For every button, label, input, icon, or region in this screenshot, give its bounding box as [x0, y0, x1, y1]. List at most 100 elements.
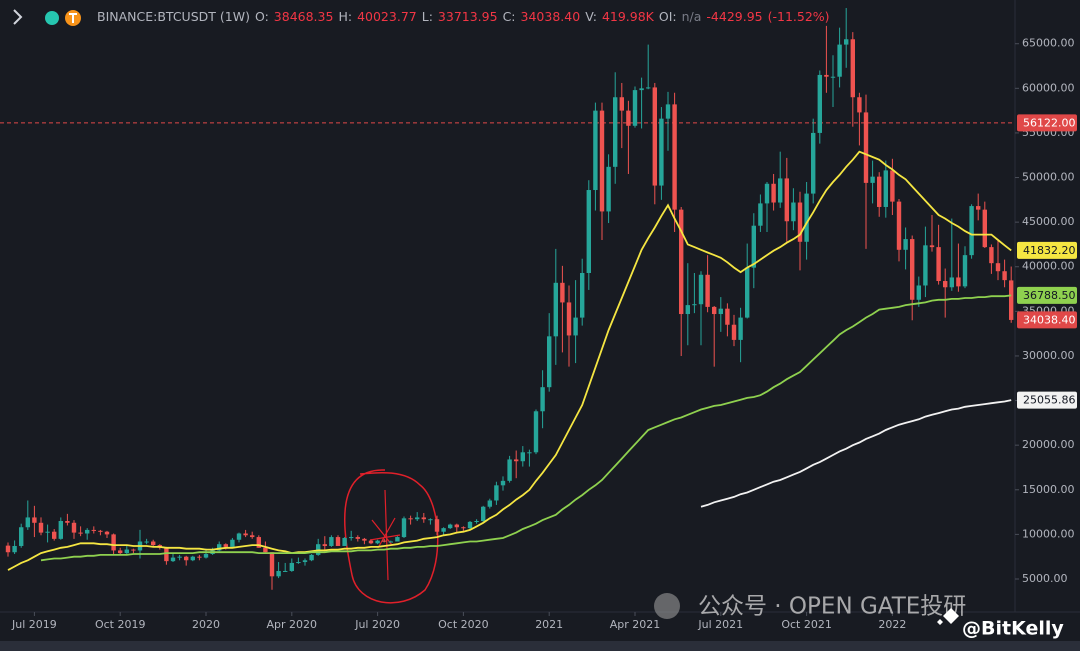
candle-body	[1002, 271, 1007, 281]
candle-body	[764, 183, 770, 204]
candle-body	[124, 549, 129, 554]
candle-body	[415, 517, 420, 520]
price-badge-label: 36788.50	[1023, 289, 1076, 302]
candle-body	[923, 245, 928, 286]
candle-body	[949, 277, 954, 288]
candle-body	[533, 411, 539, 453]
candle-body	[283, 570, 288, 572]
price-badge	[1017, 114, 1077, 132]
candle-body	[659, 118, 664, 186]
candle-body	[190, 556, 195, 561]
candle-body	[520, 452, 525, 462]
candle-body	[368, 540, 374, 544]
candle-body	[606, 166, 611, 212]
candle-body	[91, 529, 96, 531]
candle-body	[461, 527, 466, 529]
candle-body	[956, 277, 961, 287]
x-tick-label: 2021	[535, 618, 563, 631]
x-tick-label: Jul 2021	[697, 618, 743, 631]
candle-body	[362, 538, 367, 541]
x-tick-label: Oct 2019	[95, 618, 146, 631]
header-item: BINANCE:BTCUSDT (1W)	[97, 9, 250, 24]
header-item: H:	[338, 9, 353, 24]
candle-body	[929, 245, 935, 248]
candle-body	[982, 209, 987, 248]
header-item: 38468.35	[273, 9, 334, 24]
candle-body	[943, 281, 948, 288]
candle-body	[652, 87, 657, 186]
header-item: C:	[502, 9, 516, 24]
candle-body	[712, 306, 717, 315]
candle-body	[223, 544, 228, 547]
candle-body	[78, 532, 83, 534]
candle-body	[665, 104, 671, 119]
candle-body	[111, 534, 116, 551]
y-tick-label: 40000.00	[1022, 260, 1075, 273]
price-badge-label: 25055.86	[1023, 394, 1076, 407]
candle-body	[467, 521, 473, 529]
candle-body	[797, 202, 803, 242]
candle-body	[71, 522, 77, 533]
candle-body	[566, 302, 572, 336]
candle-body	[936, 247, 941, 282]
candle-body	[19, 527, 24, 546]
candle-body	[514, 459, 519, 462]
price-badge	[1017, 391, 1077, 409]
candle-body	[738, 317, 743, 340]
candle-body	[434, 519, 440, 532]
candle-body	[507, 459, 512, 481]
candle-body	[639, 88, 644, 91]
candle-body	[745, 267, 750, 318]
candle-body	[342, 537, 347, 546]
collapse-chevron[interactable]	[13, 9, 23, 25]
candle-body	[382, 540, 387, 542]
candle-body	[170, 557, 176, 562]
price-badge	[1017, 286, 1077, 304]
candle-body	[302, 560, 308, 563]
candle-body	[197, 556, 202, 558]
candle-body	[903, 239, 908, 250]
header-item: V:	[585, 9, 597, 24]
header-item: -4429.95	[706, 9, 763, 24]
wechat-icon	[654, 593, 680, 619]
y-tick-label: 15000.00	[1022, 483, 1075, 496]
candle-body	[296, 562, 301, 564]
candle-body	[685, 305, 690, 315]
price-badge-label: 56122.00	[1023, 116, 1076, 129]
candle-body	[428, 519, 433, 521]
candle-body	[349, 537, 354, 539]
candle-body	[335, 537, 341, 546]
candle-body	[817, 74, 822, 133]
x-tick-label: 2020	[192, 618, 220, 631]
candle-body	[976, 206, 981, 210]
hand-drawn-circle	[344, 469, 439, 604]
candle-body	[184, 556, 189, 561]
candle-body	[804, 193, 809, 242]
x-tick-label: 2022	[878, 618, 906, 631]
candle-body	[65, 521, 70, 523]
y-tick-label: 60000.00	[1022, 81, 1075, 94]
symbol-header: BINANCE:BTCUSDT (1W) O: 38468.35 H: 40023.77…	[97, 9, 835, 24]
candle-body	[580, 272, 585, 318]
candle-body	[896, 201, 902, 250]
candle-body	[837, 44, 842, 77]
header-item: L:	[421, 9, 433, 24]
candle-body	[494, 485, 499, 501]
coin-icon-glyph	[69, 13, 77, 23]
candle-body	[448, 524, 453, 529]
y-tick-label: 45000.00	[1022, 215, 1075, 228]
candle-body	[791, 202, 796, 222]
candle-body	[573, 317, 578, 336]
candle-body	[32, 517, 37, 523]
candle-body	[408, 518, 413, 520]
candle-body	[104, 531, 110, 535]
header-item: O:	[254, 9, 269, 24]
y-tick-label: 30000.00	[1022, 349, 1075, 362]
candle-body	[421, 517, 426, 520]
candle-body	[593, 110, 598, 191]
header-item: n/a	[681, 9, 702, 24]
candle-body	[329, 537, 334, 546]
candle-body	[474, 521, 479, 523]
candle-body	[388, 541, 393, 543]
